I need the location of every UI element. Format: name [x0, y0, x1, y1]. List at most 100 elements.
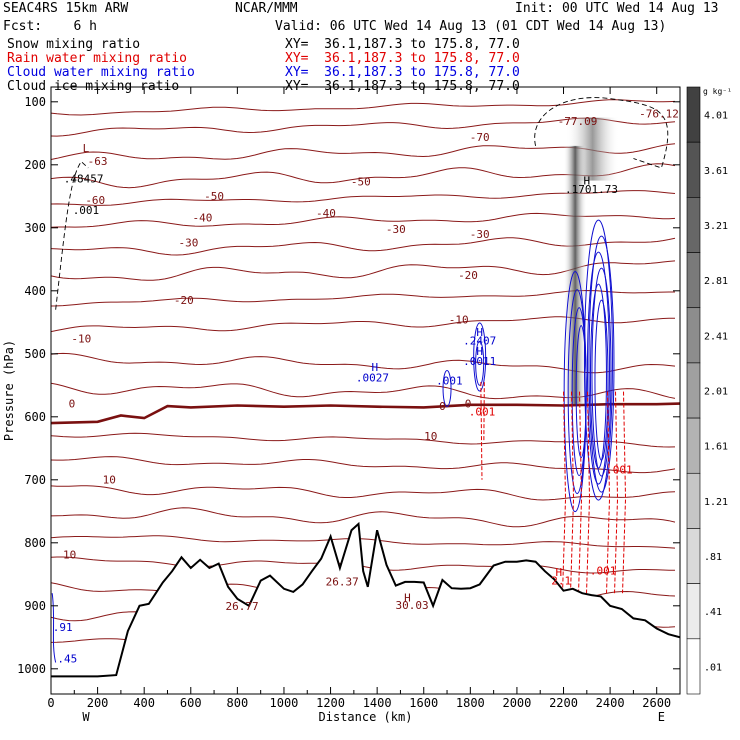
field-rain-xy: XY= 36.1,187.3 to 175.8, 77.0 [285, 51, 520, 66]
x-tick-label: 0 [47, 696, 54, 710]
isotherm-line [51, 99, 676, 116]
colorbar-segment [686, 362, 701, 419]
contour-label: H [556, 566, 563, 579]
contour-label: .001 [73, 204, 100, 217]
colorbar-label: 3.61 [704, 166, 728, 177]
west-label: W [82, 710, 90, 724]
contour-label: .001 [606, 464, 633, 477]
y-tick-label: 100 [24, 95, 46, 109]
isotherm-label: -50 [351, 176, 371, 189]
contour-label: H [584, 174, 591, 187]
colorbar-segment [686, 141, 701, 198]
isotherm-label: -20 [174, 294, 194, 307]
x-tick-label: 400 [133, 696, 155, 710]
isotherm-label: -20 [458, 269, 478, 282]
colorbar-label: 2.81 [704, 276, 728, 287]
contour-label: 0 [439, 400, 446, 413]
contour-label: H [404, 591, 411, 604]
rain-water-contour [606, 391, 611, 594]
contour-label: 26.77 [225, 600, 258, 613]
x-tick-label: 2400 [596, 696, 625, 710]
init-time: Init: 00 UTC Wed 14 Aug 13 [515, 1, 719, 16]
contour-label: H [476, 345, 483, 358]
contour-label: L [83, 142, 90, 155]
contour-label: .91 [53, 621, 73, 634]
isotherm-label: -30 [470, 228, 490, 241]
contour-label: .001 [469, 406, 496, 419]
freezing-line-label: 0 [465, 397, 472, 410]
cloud-water-contour [589, 283, 607, 469]
rain-water-contour [586, 391, 591, 594]
rain-water-contour [622, 391, 627, 594]
isotherm-label: 10 [424, 430, 437, 443]
contour-label: .001 [590, 564, 617, 577]
y-tick-label: 900 [24, 599, 46, 613]
colorbar-label: 2.01 [704, 387, 728, 398]
y-tick-label: 800 [24, 536, 46, 550]
colorbar-segment [686, 583, 701, 640]
terrain-fill [51, 523, 680, 694]
rain-water-contour [614, 391, 619, 594]
contour-label: H [372, 361, 379, 374]
contour-label: .1701.73 [565, 183, 618, 196]
freezing-level-line [51, 402, 680, 425]
rain-water-contour [480, 382, 483, 480]
contour-label: .48457 [64, 172, 104, 185]
x-tick-label: 200 [87, 696, 109, 710]
x-tick-label: 1600 [409, 696, 438, 710]
field-rain-name: Rain water mixing ratio [7, 51, 188, 66]
isotherm-label: -63 [88, 155, 108, 168]
isotherm-label: -30 [179, 237, 199, 250]
y-tick-label: 400 [24, 284, 46, 298]
y-tick-label: 200 [24, 158, 46, 172]
contour-label: .0011 [463, 355, 496, 368]
field-cloudice-xy: XY= 36.1,187.3 to 175.8, 77.0 [285, 79, 520, 94]
model-title: SEAC4RS 15km ARW [3, 1, 129, 16]
cloud-ice-contour [55, 160, 89, 310]
colorbar-label: 4.01 [704, 111, 728, 122]
plot-frame [50, 86, 681, 695]
colorbar-label: .41 [704, 607, 722, 618]
colorbar-segment [686, 86, 701, 143]
x-tick-label: 2200 [549, 696, 578, 710]
isotherm-label: -30 [386, 223, 406, 236]
cloud-water-contour [594, 299, 609, 461]
cloud-water-contour [588, 235, 615, 493]
contour-label: .2407 [463, 334, 496, 347]
colorbar-label: 2.41 [704, 331, 728, 342]
cloud-water-contour [51, 593, 57, 663]
colorbar-segment [686, 307, 701, 364]
x-tick-label: 600 [180, 696, 202, 710]
colorbar: 4.01 3.61 3.21 2.81 2.41 2.01 1.61 1.21 .81 .41 .0… [686, 86, 732, 695]
forecast-hour: Fcst: 6 h [3, 19, 97, 34]
isotherm-label: 0 [69, 397, 76, 410]
isotherm-label: -70 [470, 131, 490, 144]
x-tick-label: 2600 [642, 696, 671, 710]
contour-label: .0027 [356, 372, 389, 385]
cloud-water-contour [583, 219, 613, 501]
isotherm-label: -10 [449, 314, 469, 327]
x-tick-label: 1800 [456, 696, 485, 710]
cloud-water-contour [591, 267, 612, 477]
rain-water-contour [570, 391, 575, 594]
colorbar-segment [686, 528, 701, 584]
field-cloudwater-xy: XY= 36.1,187.3 to 175.8, 77.0 [285, 65, 520, 80]
field-snow-xy: XY= 36.1,187.3 to 175.8, 77.0 [285, 37, 520, 52]
x-tick-label: 800 [227, 696, 249, 710]
x-axis-label: Distance (km) [319, 710, 413, 724]
colorbar-label: .01 [704, 662, 722, 673]
field-cloudice-name: Cloud ice mixing ratio [7, 79, 180, 94]
field-snow-name: Snow mixing ratio [7, 37, 141, 52]
rain-water-contour [562, 391, 567, 594]
x-tick-label: 1200 [316, 696, 345, 710]
isotherm-label: 10 [103, 474, 116, 487]
field-cloudwater-name: Cloud water mixing ratio [7, 65, 195, 80]
colorbar-unit: g kg⁻¹ [703, 87, 732, 96]
east-label: E [658, 710, 665, 724]
contour-label: 30.03 [396, 599, 429, 612]
colorbar-label: 1.61 [704, 442, 728, 453]
isotherm-label: -40 [316, 207, 336, 220]
cloud-water-contour [473, 322, 487, 392]
cloud-water-contour [586, 251, 610, 485]
